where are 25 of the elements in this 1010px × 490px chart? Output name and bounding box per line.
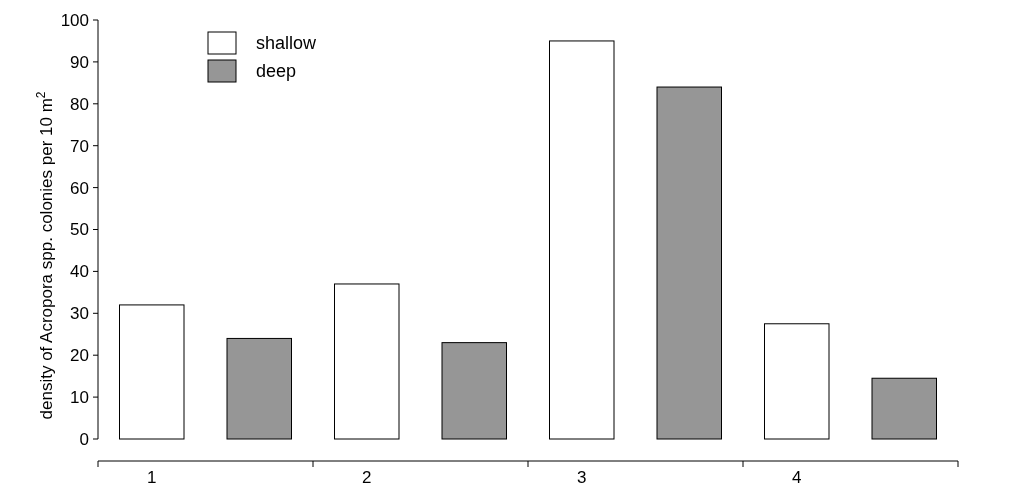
legend-label: shallow [256,33,318,54]
y-tick-label: 90 [70,52,89,72]
x-tick-label: 3 [577,468,587,487]
y-tick-label: 50 [70,220,89,240]
x-tick-label: 2 [362,468,372,487]
y-tick-label: 20 [70,346,89,366]
x-tick-label: 1 [147,468,157,487]
bar [441,342,507,440]
y-tick-label: 30 [70,304,89,324]
bar [656,86,722,440]
y-tick-label: 60 [70,178,89,198]
bar [549,40,615,440]
x-tick-label: 4 [792,468,802,487]
legend-label: deep [256,61,297,82]
bar [334,283,400,440]
y-tick-label: 0 [79,429,89,449]
y-tick-label: 80 [70,94,89,114]
y-tick-label: 100 [60,10,89,30]
bar [119,304,185,440]
y-tick-label: 10 [70,388,89,408]
y-tick-label: 70 [70,136,89,156]
y-tick-label: 40 [70,262,89,282]
bar [764,323,830,440]
bar [871,377,937,440]
bar [226,337,292,440]
